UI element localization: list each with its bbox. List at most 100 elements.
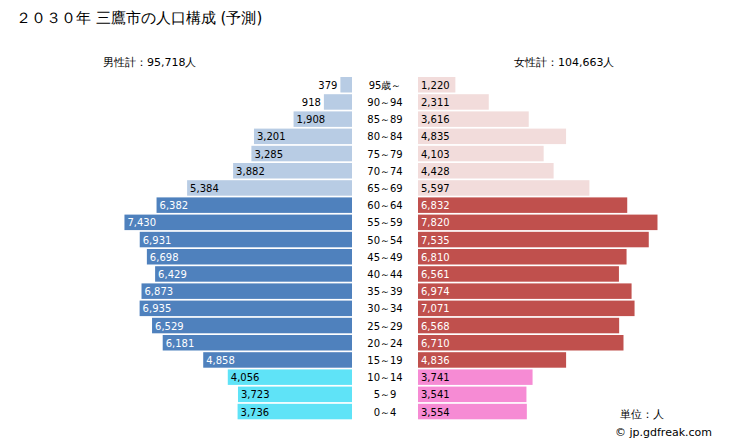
data-label: 3,541	[421, 389, 450, 400]
male-bar	[203, 352, 352, 368]
female-bar	[418, 232, 649, 248]
female-bar	[418, 283, 632, 299]
category-label: 45～49	[367, 252, 402, 263]
data-label: 7,071	[421, 303, 450, 314]
data-label: 6,568	[421, 321, 450, 332]
male-bar	[251, 146, 352, 162]
data-label: 1,220	[421, 80, 450, 91]
female-total: 女性計：104,663人	[514, 56, 615, 69]
data-label: 7,820	[421, 217, 450, 228]
data-label: 6,974	[421, 286, 450, 297]
male-bar	[140, 301, 352, 317]
title: ２０３０年 三鷹市の人口構成 (予測)	[16, 9, 262, 27]
female-bar	[418, 94, 489, 110]
data-label: 6,810	[421, 252, 450, 263]
female-bar	[418, 335, 623, 351]
female-bar	[418, 77, 455, 93]
data-label: 918	[302, 97, 321, 108]
data-label: 3,736	[241, 407, 270, 418]
male-bar	[238, 387, 352, 403]
credit: © jp.gdfreak.com	[615, 426, 712, 439]
unit: 単位：人	[620, 408, 664, 421]
category-label: 75～79	[367, 149, 402, 160]
data-label: 6,931	[143, 235, 172, 246]
data-label: 379	[318, 80, 337, 91]
data-label: 3,201	[257, 131, 286, 142]
chart: ２０３０年 三鷹市の人口構成 (予測) 男性計：95,718人 女性計：104,66…	[0, 0, 729, 446]
data-label: 6,529	[155, 321, 184, 332]
category-label: 25～29	[367, 321, 402, 332]
male-bar	[152, 318, 352, 334]
female-bar	[418, 318, 619, 334]
male-bar	[238, 404, 352, 420]
male-bar	[147, 249, 352, 265]
female-bar	[418, 387, 526, 403]
male-bar	[140, 232, 352, 248]
category-label: 0～4	[374, 407, 397, 418]
data-label: 6,429	[158, 269, 187, 280]
female-bar	[418, 197, 627, 213]
female-bar	[418, 146, 544, 162]
male-bar	[157, 197, 352, 213]
data-label: 4,836	[421, 355, 450, 366]
data-label: 6,832	[421, 200, 450, 211]
category-label: 80～84	[367, 131, 402, 142]
data-label: 4,103	[421, 149, 450, 160]
category-label: 50～54	[367, 235, 402, 246]
data-label: 6,935	[143, 303, 172, 314]
category-label: 5～9	[374, 389, 397, 400]
data-label: 7,535	[421, 235, 450, 246]
female-bar	[418, 301, 635, 317]
male-bar	[124, 215, 352, 231]
category-label: 90～94	[367, 97, 402, 108]
data-label: 6,710	[421, 338, 450, 349]
data-label: 6,382	[160, 200, 189, 211]
data-label: 2,311	[421, 97, 450, 108]
female-bar	[418, 129, 566, 145]
data-label: 3,882	[236, 166, 265, 177]
category-label: 60～64	[367, 200, 402, 211]
female-bar	[418, 266, 619, 282]
data-label: 5,384	[190, 183, 219, 194]
data-label: 3,285	[254, 149, 283, 160]
data-label: 1,908	[297, 114, 326, 125]
female-bar	[418, 369, 533, 385]
data-label: 3,616	[421, 114, 450, 125]
male-bar	[163, 335, 352, 351]
category-label: 30～34	[367, 303, 402, 314]
female-bar	[418, 215, 657, 231]
category-label: 10～14	[367, 372, 402, 383]
female-bar	[418, 249, 627, 265]
data-label: 6,181	[166, 338, 195, 349]
data-label: 3,554	[421, 407, 450, 418]
male-bar	[340, 77, 352, 93]
category-label: 65～69	[367, 183, 402, 194]
data-label: 6,698	[150, 252, 179, 263]
category-label: 70～74	[367, 166, 402, 177]
data-label: 3,741	[421, 372, 450, 383]
data-label: 7,430	[127, 217, 156, 228]
data-label: 6,561	[421, 269, 450, 280]
data-label: 4,835	[421, 131, 450, 142]
male-bar	[155, 266, 352, 282]
labels: 379 1,220 918 2,311 1,908 3,616 3,201 4,835 3,28…	[127, 80, 449, 418]
male-bar	[294, 111, 352, 127]
male-bar	[228, 369, 352, 385]
male-bar	[324, 94, 352, 110]
female-bar	[418, 111, 529, 127]
data-label: 4,428	[421, 166, 450, 177]
category-label: 20～24	[367, 338, 402, 349]
data-label: 5,597	[421, 183, 450, 194]
male-bar	[187, 180, 352, 196]
male-total: 男性計：95,718人	[103, 56, 197, 69]
male-bar	[254, 129, 352, 145]
male-bar	[142, 283, 352, 299]
male-bar	[233, 163, 352, 179]
female-bar	[418, 163, 554, 179]
female-bar	[418, 404, 527, 420]
female-bar	[418, 180, 589, 196]
data-label: 6,873	[145, 286, 174, 297]
category-label: 35～39	[367, 286, 402, 297]
category-label: 85～89	[367, 114, 402, 125]
category-label: 95歳～	[369, 80, 402, 91]
